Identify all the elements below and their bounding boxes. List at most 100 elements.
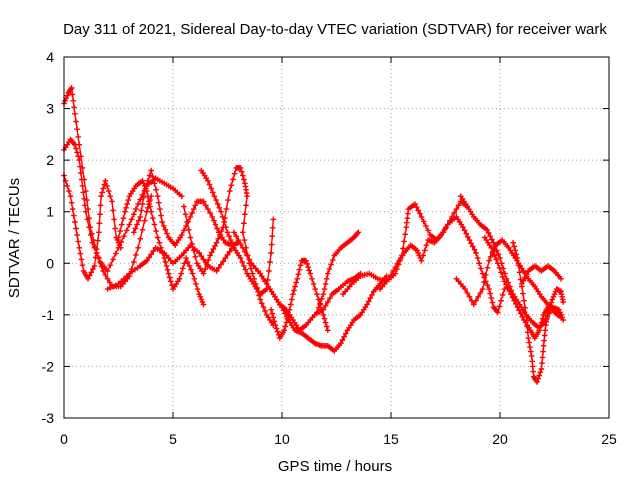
- data-point: [262, 308, 268, 314]
- data-point: [76, 157, 83, 163]
- data-point: [504, 285, 511, 291]
- data-point: [92, 254, 99, 261]
- data-point: [522, 305, 528, 311]
- data-point: [292, 283, 298, 290]
- data-point: [210, 189, 216, 196]
- data-point: [228, 237, 234, 243]
- data-point: [241, 237, 248, 243]
- data-point: [522, 274, 528, 281]
- data-point: [473, 250, 479, 256]
- data-point: [113, 250, 119, 257]
- data-point: [72, 141, 78, 148]
- data-point: [224, 229, 231, 236]
- data-point: [388, 272, 394, 278]
- data-point: [207, 252, 213, 259]
- data-point: [120, 215, 127, 221]
- data-point: [150, 248, 157, 254]
- series-track-19: [481, 234, 564, 341]
- data-point: [141, 188, 148, 194]
- data-point: [198, 296, 205, 303]
- data-point: [509, 294, 516, 301]
- data-point: [414, 247, 420, 254]
- data-point: [537, 369, 544, 375]
- data-point: [511, 243, 517, 250]
- data-point: [73, 145, 79, 152]
- data-point: [242, 266, 249, 273]
- data-point: [321, 286, 328, 292]
- data-point: [315, 305, 322, 311]
- data-point: [117, 245, 124, 251]
- data-point: [206, 181, 213, 188]
- data-point: [150, 174, 156, 180]
- data-point: [233, 233, 239, 239]
- data-point: [506, 288, 513, 294]
- data-point: [304, 261, 310, 267]
- data-point: [200, 256, 207, 263]
- data-point: [221, 219, 227, 225]
- data-point: [451, 210, 457, 216]
- data-point: [85, 276, 91, 282]
- data-point: [69, 206, 76, 212]
- data-point: [226, 233, 232, 239]
- data-point: [551, 291, 558, 297]
- data-point: [328, 261, 334, 268]
- data-point: [74, 126, 80, 132]
- data-point: [162, 227, 169, 233]
- data-point: [305, 264, 311, 270]
- data-point: [474, 255, 481, 261]
- data-point: [501, 278, 508, 285]
- data-point: [78, 256, 85, 263]
- data-point: [422, 247, 428, 254]
- data-point: [111, 216, 117, 223]
- y-tick-label: 4: [46, 49, 54, 65]
- data-point: [192, 202, 199, 209]
- data-point: [513, 301, 519, 307]
- data-point: [98, 193, 104, 199]
- data-point: [541, 337, 547, 344]
- data-point: [286, 306, 293, 313]
- data-point: [537, 323, 544, 330]
- data-point: [213, 239, 220, 246]
- data-point: [196, 250, 202, 256]
- data-point: [540, 343, 547, 349]
- data-point: [145, 178, 151, 184]
- data-point: [527, 344, 533, 350]
- data-point: [287, 301, 294, 308]
- data-point: [417, 255, 424, 261]
- data-point: [133, 252, 139, 258]
- data-point: [514, 304, 521, 310]
- data-point: [495, 309, 501, 316]
- data-point: [257, 296, 263, 303]
- data-point: [197, 294, 204, 300]
- data-point: [86, 224, 92, 230]
- data-point: [211, 193, 218, 199]
- data-point: [148, 167, 154, 174]
- data-point: [224, 252, 231, 258]
- data-point: [513, 251, 520, 258]
- data-point: [96, 220, 103, 227]
- data-point: [521, 297, 527, 304]
- data-point: [204, 261, 210, 268]
- data-point: [154, 234, 161, 241]
- data-point: [269, 233, 275, 239]
- data-point: [71, 212, 77, 219]
- data-point: [536, 327, 542, 334]
- data-point: [237, 241, 244, 247]
- data-point: [226, 188, 233, 194]
- data-point: [484, 265, 491, 271]
- y-axis-title: SDTVAR / TECUs: [6, 178, 23, 298]
- data-point: [219, 214, 226, 220]
- data-point: [471, 301, 477, 308]
- data-point: [160, 223, 167, 229]
- series-line: [316, 231, 359, 313]
- data-point: [78, 170, 84, 176]
- data-point: [325, 299, 331, 305]
- data-point: [97, 202, 104, 209]
- data-point: [282, 323, 289, 330]
- data-point: [146, 172, 153, 179]
- data-point: [102, 178, 109, 184]
- data-point: [216, 265, 222, 271]
- data-point: [153, 187, 159, 193]
- data-point: [178, 270, 184, 277]
- data-point: [159, 219, 165, 225]
